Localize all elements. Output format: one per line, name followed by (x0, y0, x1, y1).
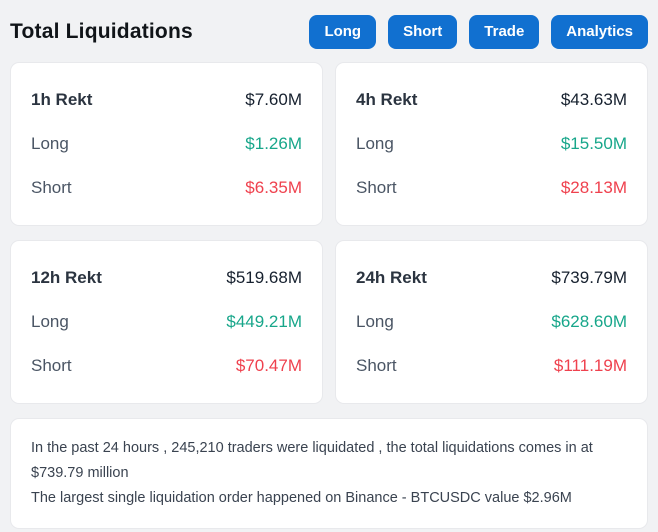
long-row: Long $628.60M (356, 312, 627, 332)
total-row: 1h Rekt $7.60M (31, 90, 302, 110)
card-1h-rekt: 1h Rekt $7.60M Long $1.26M Short $6.35M (10, 62, 323, 226)
trade-button[interactable]: Trade (469, 15, 540, 49)
header: Total Liquidations Long Short Trade Anal… (0, 0, 658, 62)
short-button[interactable]: Short (388, 15, 458, 49)
card-12h-rekt: 12h Rekt $519.68M Long $449.21M Short $7… (10, 240, 323, 404)
short-label: Short (31, 356, 72, 375)
card-4h-rekt: 4h Rekt $43.63M Long $15.50M Short $28.1… (335, 62, 648, 226)
long-label: Long (31, 312, 69, 331)
period-label: 1h Rekt (31, 90, 93, 109)
summary-line-2: The largest single liquidation order hap… (31, 490, 572, 506)
total-row: 12h Rekt $519.68M (31, 268, 302, 288)
summary-line-1: In the past 24 hours , 245,210 traders w… (31, 440, 593, 481)
short-row: Short $70.47M (31, 356, 302, 376)
analytics-button[interactable]: Analytics (551, 15, 648, 49)
short-label: Short (356, 178, 397, 197)
long-row: Long $449.21M (31, 312, 302, 332)
period-label: 24h Rekt (356, 268, 427, 287)
short-label: Short (31, 178, 72, 197)
long-label: Long (356, 134, 394, 153)
total-value: $7.60M (245, 90, 302, 109)
total-row: 24h Rekt $739.79M (356, 268, 627, 288)
long-label: Long (356, 312, 394, 331)
period-label: 4h Rekt (356, 90, 418, 109)
long-row: Long $15.50M (356, 134, 627, 154)
long-button[interactable]: Long (309, 15, 377, 49)
total-value: $43.63M (560, 90, 627, 109)
summary-box: In the past 24 hours , 245,210 traders w… (10, 418, 648, 529)
long-label: Long (31, 134, 69, 153)
short-value: $28.13M (560, 178, 627, 197)
long-value: $449.21M (226, 312, 302, 331)
total-value: $739.79M (551, 268, 627, 287)
total-value: $519.68M (226, 268, 302, 287)
short-value: $70.47M (235, 356, 302, 375)
long-value: $628.60M (551, 312, 627, 331)
short-row: Short $28.13M (356, 178, 627, 198)
liquidation-cards-grid: 1h Rekt $7.60M Long $1.26M Short $6.35M … (10, 62, 648, 404)
short-value: $111.19M (553, 356, 627, 375)
period-label: 12h Rekt (31, 268, 102, 287)
card-24h-rekt: 24h Rekt $739.79M Long $628.60M Short $1… (335, 240, 648, 404)
long-value: $1.26M (245, 134, 302, 153)
total-row: 4h Rekt $43.63M (356, 90, 627, 110)
long-value: $15.50M (560, 134, 627, 153)
short-row: Short $111.19M (356, 356, 627, 376)
short-label: Short (356, 356, 397, 375)
short-row: Short $6.35M (31, 178, 302, 198)
header-button-group: Long Short Trade Analytics (309, 15, 648, 49)
short-value: $6.35M (245, 178, 302, 197)
page-title: Total Liquidations (10, 20, 193, 43)
long-row: Long $1.26M (31, 134, 302, 154)
